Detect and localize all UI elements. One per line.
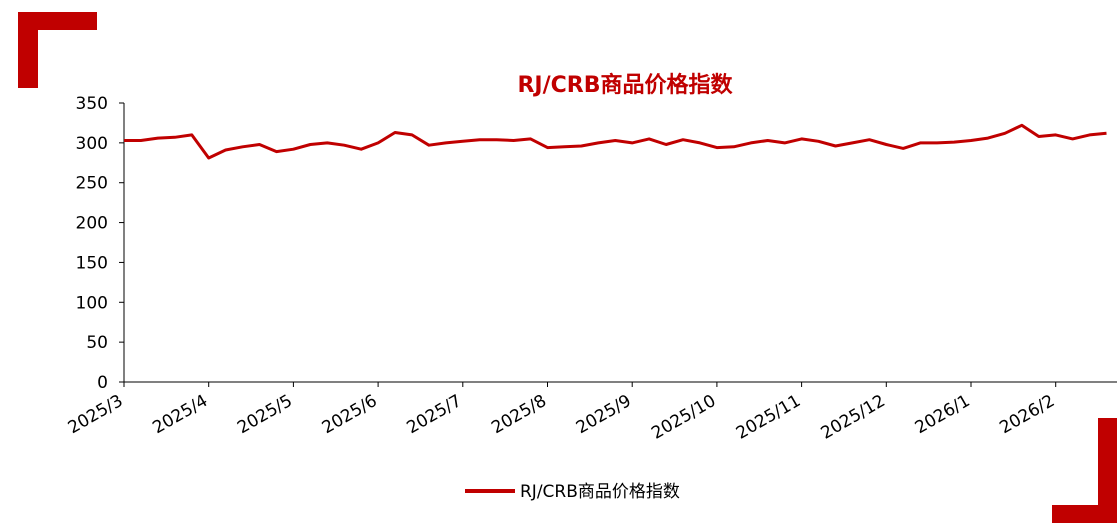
x-tick-label: 2025/9: [573, 391, 635, 438]
corner-decoration: [18, 12, 97, 88]
x-tick-label: 2025/12: [818, 391, 889, 444]
corner-decoration: [1052, 418, 1117, 523]
x-tick-label: 2025/5: [234, 391, 296, 438]
y-tick-label: 100: [76, 293, 108, 313]
y-tick-label: 350: [76, 94, 108, 114]
chart-title: RJ/CRB商品价格指数: [517, 72, 733, 98]
x-tick-label: 2025/10: [648, 391, 719, 444]
y-tick-label: 50: [86, 333, 108, 353]
x-tick-label: 2025/4: [149, 391, 211, 438]
x-tick-label: 2025/11: [733, 391, 804, 444]
x-tick-label: 2025/7: [404, 391, 466, 438]
y-tick-label: 250: [76, 174, 108, 194]
y-tick-label: 0: [97, 373, 108, 393]
legend-label: RJ/CRB商品价格指数: [520, 482, 680, 502]
line-series: [124, 123, 1107, 160]
x-tick-label: 2026/2: [996, 391, 1058, 438]
x-tick-label: 2026/1: [912, 391, 974, 438]
x-tick-label: 2025/8: [488, 391, 550, 438]
y-tick-label: 150: [76, 253, 108, 273]
y-tick-label: 300: [76, 134, 108, 154]
y-tick-label: 200: [76, 214, 108, 234]
x-tick-label: 2025/6: [319, 391, 381, 438]
x-tick-label: 2025/3: [65, 391, 127, 438]
